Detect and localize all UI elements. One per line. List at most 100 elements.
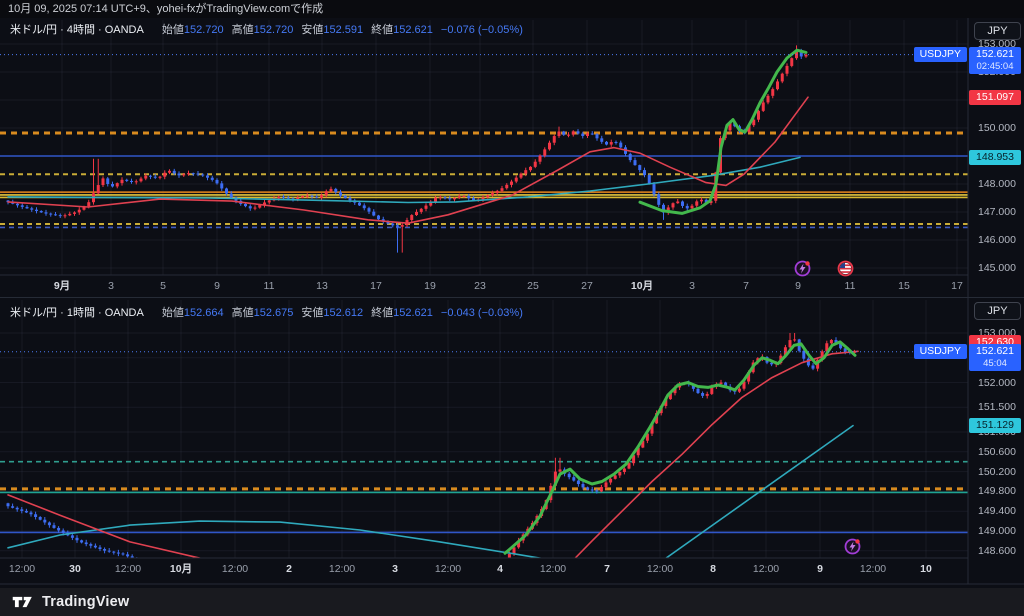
time-label: 9 xyxy=(795,280,801,292)
change-value: −0.043 (−0.03%) xyxy=(440,307,523,319)
ma-teal-diag xyxy=(664,424,854,558)
currency-button-jpy-top[interactable]: JPY xyxy=(974,22,1021,40)
axis-borders xyxy=(0,18,1024,585)
time-label: 12:00 xyxy=(434,563,462,575)
ma-green xyxy=(638,48,808,215)
bar-countdown: 45:04 xyxy=(983,358,1007,370)
economic-event-lightning-icon[interactable] xyxy=(794,260,811,277)
price-tick-label: 149.400 xyxy=(978,505,1016,518)
low-value: 152.612 xyxy=(323,307,364,319)
us-flag-event-icon[interactable] xyxy=(837,260,854,277)
time-label: 27 xyxy=(581,280,593,292)
time-label: 12:00 xyxy=(114,563,142,575)
grid-layer xyxy=(0,20,968,275)
time-label: 17 xyxy=(370,280,382,292)
symbol-title-1h[interactable]: 米ドル/円 · 1時間 · OANDA xyxy=(10,307,144,319)
symbol-title-4h[interactable]: 米ドル/円 · 4時間 · OANDA xyxy=(10,24,144,36)
attribution-text: 10月 09, 2025 07:14 UTC+9、yohei-fxがTradin… xyxy=(8,3,324,15)
time-label: 4 xyxy=(497,563,503,575)
price-tick-label: 150.000 xyxy=(978,122,1016,134)
legend-panel-4h: 米ドル/円 · 4時間 · OANDA 始値152.720 高値152.720 安値1… xyxy=(10,23,523,37)
high-value: 152.675 xyxy=(253,307,294,319)
last-price-badge: 152.621 02:45:04 xyxy=(969,47,1021,75)
time-label: 9 xyxy=(214,280,220,292)
time-label: 7 xyxy=(604,563,610,575)
time-label: 10月 xyxy=(169,563,193,575)
symbol-badge: USDJPY xyxy=(913,344,967,360)
close-label: 終値 xyxy=(371,307,394,319)
time-label: 3 xyxy=(392,563,398,575)
symbol-badge: USDJPY xyxy=(913,47,967,63)
time-label: 12:00 xyxy=(752,563,780,575)
plot-layer-0 xyxy=(0,20,968,275)
ma-red xyxy=(7,96,809,224)
open-value: 152.720 xyxy=(183,24,224,36)
price-tick-label: 150.600 xyxy=(978,445,1016,458)
price-tick-label: 149.000 xyxy=(978,525,1016,537)
change-value: −0.076 (−0.05%) xyxy=(440,24,523,36)
grid-layer xyxy=(0,300,968,558)
currency-button-jpy-bottom[interactable]: JPY xyxy=(974,302,1021,320)
candles-layer xyxy=(6,45,808,253)
open-value: 152.664 xyxy=(183,307,224,319)
time-label: 15 xyxy=(898,280,910,292)
time-label: 17 xyxy=(951,280,963,292)
economic-event-lightning-icon[interactable] xyxy=(844,538,861,555)
time-label: 13 xyxy=(316,280,328,292)
time-label: 10 xyxy=(920,563,932,575)
price-tick-label: 146.000 xyxy=(978,234,1016,246)
time-label: 12:00 xyxy=(646,563,674,575)
price-tick-label: 148.600 xyxy=(978,544,1016,557)
bar-countdown: 02:45:04 xyxy=(976,61,1014,73)
price-tick-label: 147.000 xyxy=(978,206,1016,218)
open-label: 始値 xyxy=(161,24,184,36)
tradingview-logo-icon[interactable] xyxy=(12,594,34,610)
ma-green xyxy=(503,340,857,555)
close-value: 152.621 xyxy=(393,24,433,36)
ma-teal xyxy=(7,156,801,204)
time-label: 5 xyxy=(160,280,166,292)
high-label: 高値 xyxy=(231,24,254,36)
last-price-badge: 152.621 45:04 xyxy=(969,344,1021,372)
close-value: 152.621 xyxy=(393,307,433,319)
legend-panel-1h: 米ドル/円 · 1時間 · OANDA 始値152.664 高値152.675 安値1… xyxy=(10,306,523,320)
price-tick-label: 152.000 xyxy=(978,376,1016,389)
time-label: 12:00 xyxy=(859,563,887,575)
time-label: 11 xyxy=(263,280,275,292)
plot-layer-1 xyxy=(0,300,968,558)
time-label: 12:00 xyxy=(328,563,356,575)
time-label: 12:00 xyxy=(8,563,36,575)
tradingview-brand-text[interactable]: TradingView xyxy=(42,594,130,610)
time-label: 12:00 xyxy=(221,563,249,575)
price-tick-label: 148.000 xyxy=(978,178,1016,190)
indicator-price-badge: 148.953 xyxy=(969,149,1021,165)
ma-teal-arc xyxy=(7,520,545,558)
open-label: 始値 xyxy=(161,307,184,319)
price-tick-label: 145.000 xyxy=(978,262,1016,274)
low-label: 安値 xyxy=(301,24,324,36)
time-label: 12:00 xyxy=(539,563,567,575)
time-label: 30 xyxy=(69,563,81,575)
horizontal-lines-layer xyxy=(0,131,968,229)
time-label: 9 xyxy=(817,563,823,575)
tradingview-footer: TradingView xyxy=(0,588,1024,616)
price-tick-label: 149.800 xyxy=(978,485,1016,498)
time-label: 25 xyxy=(527,280,539,292)
close-label: 終値 xyxy=(371,24,394,36)
time-label: 7 xyxy=(743,280,749,292)
high-value: 152.720 xyxy=(253,24,294,36)
horizontal-lines-layer xyxy=(0,460,968,534)
price-tick-label: 151.500 xyxy=(978,401,1016,414)
price-tick-label: 153.000 xyxy=(978,38,1016,50)
low-value: 152.591 xyxy=(323,24,364,36)
time-label: 10月 xyxy=(630,280,654,292)
attribution-bar: 10月 09, 2025 07:14 UTC+9、yohei-fxがTradin… xyxy=(0,0,1024,18)
time-label: 23 xyxy=(474,280,486,292)
time-label: 3 xyxy=(108,280,114,292)
price-tick-label: 150.200 xyxy=(978,465,1016,478)
indicator-price-badge: 151.097 xyxy=(969,89,1021,105)
high-label: 高値 xyxy=(231,307,254,319)
ma-red xyxy=(7,350,859,558)
